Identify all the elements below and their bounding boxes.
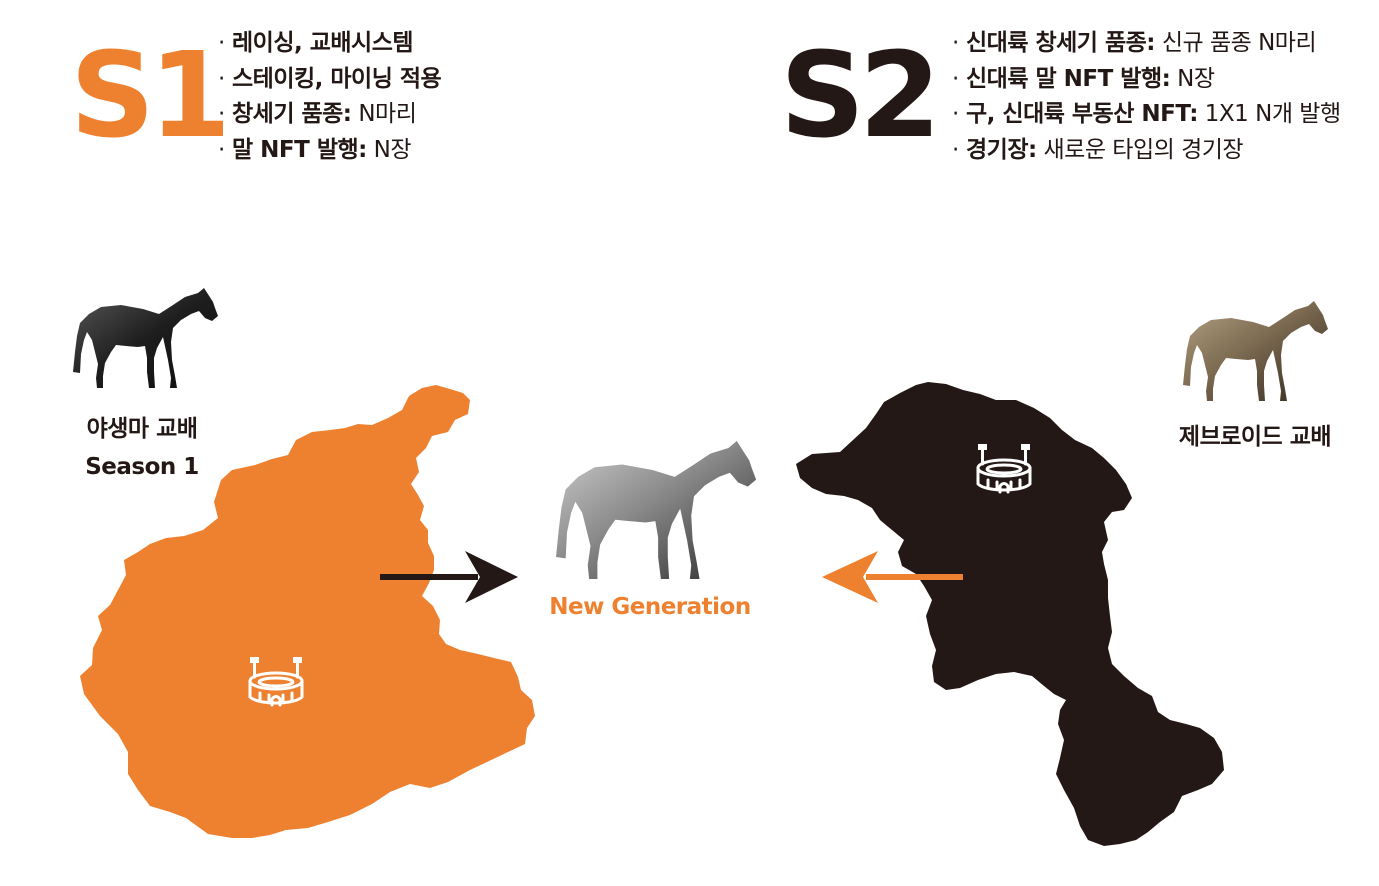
feature-label: 구, 신대륙 부동산 NFT: xyxy=(966,101,1198,127)
feature-label: 창세기 품종: xyxy=(232,101,352,127)
feature-value: 신규 품종 N마리 xyxy=(1161,30,1317,56)
arrow-right-icon xyxy=(380,551,518,603)
bullet: · xyxy=(952,136,959,163)
bullet: · xyxy=(218,65,225,92)
feature-value: 1X1 N개 발행 xyxy=(1204,101,1341,127)
feature-value: N장 xyxy=(1177,65,1215,92)
feature-value: N장 xyxy=(373,136,412,163)
s2-horse-icon xyxy=(1183,301,1328,401)
s1-continent xyxy=(80,385,535,838)
s1-caption-line2: Season 1 xyxy=(85,454,199,480)
center-horse-icon xyxy=(556,441,757,580)
feature-label: 신대륙 말 NFT 발행: xyxy=(966,65,1171,92)
feature-label: 신대륙 창세기 품종: xyxy=(966,30,1156,56)
s2-feature-item: · 경기장: 새로운 타입의 경기장 xyxy=(952,133,1341,169)
bullet: · xyxy=(952,30,959,56)
s2-feature-item: · 신대륙 창세기 품종: 신규 품종 N마리 xyxy=(952,26,1341,62)
bullet: · xyxy=(952,65,959,92)
s2-feature-item: · 신대륙 말 NFT 발행: N장 xyxy=(952,62,1341,98)
bullet: · xyxy=(952,101,959,127)
arrow-left-icon xyxy=(822,551,963,603)
s2-continent xyxy=(796,382,1224,846)
bullet: · xyxy=(218,136,225,163)
s1-feature-list: · 레이싱, 교배시스템 · 스테이킹, 마이닝 적용 · 창세기 품종: N마리 ·… xyxy=(218,26,442,169)
s1-feature-item: · 스테이킹, 마이닝 적용 xyxy=(218,62,442,98)
feature-value: N마리 xyxy=(358,101,417,127)
s2-feature-item: · 구, 신대륙 부동산 NFT: 1X1 N개 발행 xyxy=(952,97,1341,133)
new-generation-caption: New Generation xyxy=(549,594,751,620)
s1-caption-line1: 야생마 교배 xyxy=(86,416,198,442)
bullet: · xyxy=(218,101,225,127)
s2-badge: S2 xyxy=(780,26,941,164)
s1-horse-icon xyxy=(73,288,218,388)
s2-feature-list: · 신대륙 창세기 품종: 신규 품종 N마리 · 신대륙 말 NFT 발행: N장… xyxy=(952,26,1341,168)
s1-feature-item: · 말 NFT 발행: N장 xyxy=(218,133,441,169)
feature-label: 레이싱, 교배시스템 xyxy=(232,30,414,56)
s1-caption: 야생마 교배 Season 1 xyxy=(62,410,222,486)
feature-label: 말 NFT 발행: xyxy=(232,136,367,163)
s2-caption: 제브로이드 교배 xyxy=(1178,424,1332,450)
bullet: · xyxy=(218,30,225,56)
feature-label: 경기장: xyxy=(966,136,1037,163)
s1-feature-item: · 레이싱, 교배시스템 xyxy=(218,26,441,62)
s1-feature-item: · 창세기 품종: N마리 xyxy=(218,97,441,133)
feature-label: 스테이킹, 마이닝 적용 xyxy=(232,65,442,92)
s1-badge: S1 xyxy=(70,26,231,164)
feature-value: 새로운 타입의 경기장 xyxy=(1043,136,1244,163)
